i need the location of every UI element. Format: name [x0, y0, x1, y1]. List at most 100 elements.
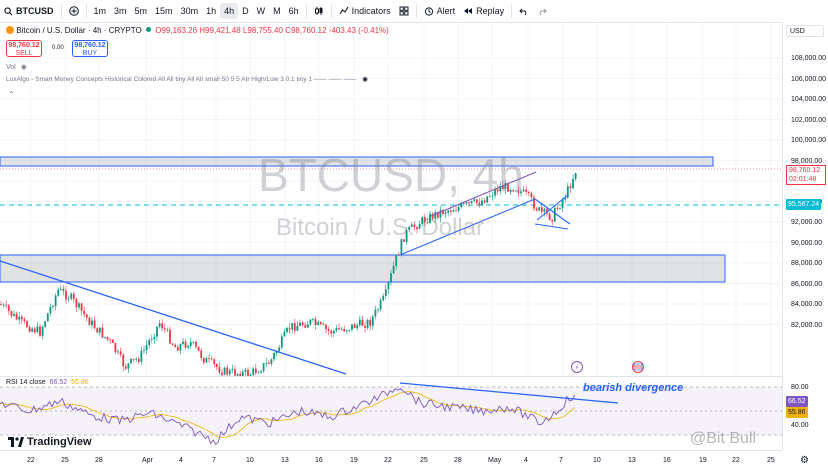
candle-body	[491, 195, 494, 197]
alert-button[interactable]: Alert	[420, 0, 460, 22]
key-level-tag: 95,567.24	[786, 199, 822, 210]
legend-change: -403.43 (-0.41%)	[328, 26, 389, 35]
candle-body	[119, 351, 122, 355]
interval-30m[interactable]: 30m	[180, 6, 199, 16]
market-status-dot	[146, 27, 151, 32]
price-tick-label: 84,000.00	[791, 301, 823, 308]
candle-body	[561, 199, 564, 209]
interval-1m[interactable]: 1m	[93, 6, 107, 16]
rsi-legend[interactable]: RSI 14 close 66.52 55.86	[6, 379, 89, 386]
symbol-search[interactable]: BTCUSD	[0, 0, 58, 22]
flag-lower-line[interactable]	[534, 223, 569, 230]
indicators-button[interactable]: Indicators	[335, 0, 395, 22]
candle-body	[75, 298, 78, 308]
time-tick-label: 22	[732, 457, 740, 464]
interval-d[interactable]: D	[242, 6, 249, 16]
add-symbol-button[interactable]	[65, 0, 83, 22]
interval-5m[interactable]: 5m	[134, 6, 148, 16]
candle-body	[18, 316, 21, 320]
candle-body	[499, 185, 502, 192]
price-tick-label: 104,000.00	[791, 96, 827, 103]
eye-icon[interactable]: ◉	[20, 64, 27, 71]
event-marker-us-flag-icon[interactable]	[632, 361, 644, 373]
candle-body	[197, 346, 200, 351]
interval-3m[interactable]: 3m	[114, 6, 127, 16]
candle-body	[483, 200, 486, 203]
settings-gear-icon[interactable]: ⚙	[800, 455, 809, 466]
chart-type-button[interactable]	[310, 0, 328, 22]
redo-button[interactable]	[533, 0, 551, 22]
interval-6h[interactable]: 6h	[288, 6, 299, 16]
candle-body	[384, 289, 387, 296]
candle-body	[434, 211, 437, 219]
flag-breakout-line[interactable]	[534, 198, 571, 225]
rsi-pane[interactable]	[0, 376, 782, 451]
candle-body	[156, 326, 158, 337]
interval-15m[interactable]: 15m	[155, 6, 173, 16]
chart-grid	[0, 22, 782, 376]
undo-button[interactable]	[515, 0, 533, 22]
bar-countdown: 02:01:48	[789, 176, 817, 183]
time-tick-label: 16	[663, 457, 671, 464]
candle-body	[535, 208, 538, 211]
price-tick-label: 90,000.00	[791, 239, 823, 247]
candle-body	[426, 222, 429, 223]
candle-body	[39, 326, 41, 336]
channel-lower-line[interactable]	[399, 198, 536, 256]
tradingview-logo[interactable]: TradingView	[8, 436, 92, 448]
candle-body	[80, 303, 83, 311]
candle-body	[361, 319, 364, 326]
indicator-legend[interactable]: LuxAlgo - Smart Money Concepts Historica…	[6, 76, 368, 83]
event-marker-earnings[interactable]: ⚡	[571, 361, 583, 373]
templates-button[interactable]	[395, 0, 413, 22]
candle-body	[252, 368, 255, 375]
interval-4h[interactable]: 4h	[220, 3, 239, 19]
buy-label: BUY	[82, 50, 98, 57]
candle-body	[148, 340, 151, 346]
candle-body	[236, 373, 239, 376]
volume-legend[interactable]: Vol ◉	[6, 64, 27, 71]
channel-upper-line[interactable]	[430, 171, 537, 217]
candle-body	[195, 341, 197, 347]
replay-button[interactable]: Replay	[459, 0, 508, 22]
main-chart[interactable]: ⚡	[0, 22, 782, 376]
buy-button[interactable]: 98,760.12 BUY	[72, 40, 108, 57]
candle-body	[486, 196, 489, 203]
candle-body	[5, 304, 8, 306]
redo-icon	[539, 8, 547, 16]
candle-body	[153, 336, 156, 340]
candle-body	[551, 219, 554, 222]
sell-button[interactable]: 98,760.12 SELL	[6, 40, 42, 57]
descending-trendline[interactable]	[0, 260, 347, 375]
interval-w[interactable]: W	[256, 6, 266, 16]
legend-title[interactable]: Bitcoin / U.S. Dollar · 4h · CRYPTO	[16, 26, 142, 35]
candle-body	[525, 189, 528, 192]
eye-icon[interactable]: ◉	[362, 76, 368, 83]
time-axis[interactable]: 22 25 28 Apr 4 7 10 13 16 19 22 25 28 May 4 7 10 13 16 19 22…	[0, 450, 782, 469]
candle-body	[569, 186, 572, 189]
candle-body	[304, 325, 307, 328]
flag-upper-line[interactable]	[536, 194, 569, 221]
divergence-line[interactable]	[399, 382, 619, 404]
tradingview-logo-icon	[8, 437, 24, 447]
candle-body	[44, 321, 47, 327]
candle-body	[192, 341, 195, 343]
candles-icon	[314, 7, 323, 15]
bearish-divergence-annotation[interactable]: bearish divergence	[583, 382, 684, 394]
price-chart-canvas[interactable]: ⚡	[0, 22, 782, 376]
candle-body	[317, 321, 320, 326]
rsi-canvas[interactable]	[0, 377, 782, 451]
candle-body	[520, 191, 522, 194]
interval-m[interactable]: M	[273, 6, 281, 16]
interval-1h[interactable]: 1h	[206, 6, 217, 16]
candle-body	[546, 208, 548, 214]
candle-body	[54, 295, 57, 307]
collapse-legend-chevron-icon[interactable]: ⌃	[8, 90, 15, 99]
currency-selector[interactable]: USD	[786, 25, 824, 37]
price-axis[interactable]: 108,000.00 106,000.00 104,000.00 102,000.00…	[782, 22, 828, 450]
chart-legend: Bitcoin / U.S. Dollar · 4h · CRYPTO O99,…	[6, 26, 389, 35]
candle-body	[31, 328, 34, 332]
candle-body	[187, 345, 190, 348]
candlestick-series	[0, 172, 577, 376]
candle-body	[179, 344, 182, 351]
